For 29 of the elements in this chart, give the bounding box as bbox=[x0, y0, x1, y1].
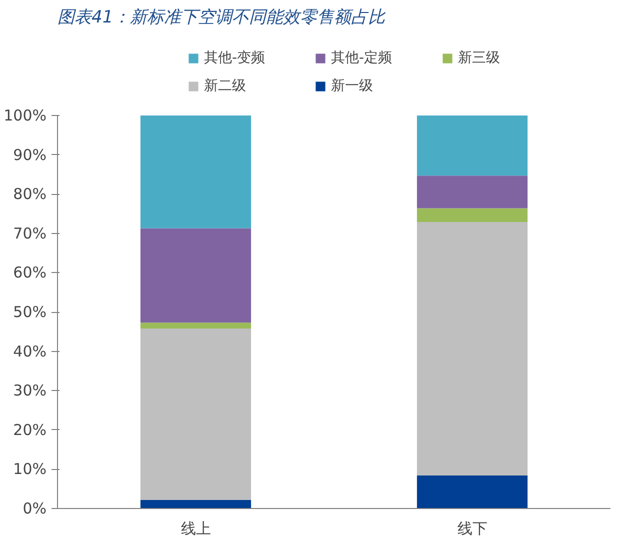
legend-label: 新一级 bbox=[331, 77, 374, 95]
bar bbox=[416, 176, 528, 208]
legend-label: 新三级 bbox=[458, 49, 501, 67]
y-tick-label: 50% bbox=[13, 303, 47, 321]
y-tick-label: 100% bbox=[4, 106, 47, 124]
legend-label: 新二级 bbox=[204, 77, 247, 95]
y-tick-label: 80% bbox=[13, 185, 47, 204]
bar bbox=[416, 222, 528, 476]
bar bbox=[140, 328, 252, 500]
y-tick-label: 30% bbox=[13, 382, 47, 400]
chart-title: 图表41：新标准下空调不同能效零售额占比 bbox=[58, 8, 386, 28]
y-tick-label: 60% bbox=[13, 264, 47, 282]
bar bbox=[416, 475, 528, 508]
legend-label: 其他-定频 bbox=[331, 49, 394, 67]
y-tick-label: 70% bbox=[13, 224, 47, 242]
bar bbox=[416, 208, 528, 222]
y-tick-label: 40% bbox=[13, 342, 47, 360]
y-tick-label: 20% bbox=[13, 420, 47, 439]
y-tick-label: 90% bbox=[13, 146, 47, 164]
bar bbox=[140, 322, 252, 329]
bar bbox=[416, 116, 528, 176]
legend-label: 其他-变频 bbox=[204, 49, 266, 67]
y-tick-label: 10% bbox=[13, 460, 47, 478]
bar bbox=[140, 500, 252, 508]
x-tick-label: 线上 bbox=[180, 520, 211, 538]
x-tick-label: 线下 bbox=[457, 520, 488, 538]
y-tick-label: 0% bbox=[22, 500, 46, 518]
bar bbox=[140, 228, 252, 323]
bar bbox=[140, 116, 252, 228]
